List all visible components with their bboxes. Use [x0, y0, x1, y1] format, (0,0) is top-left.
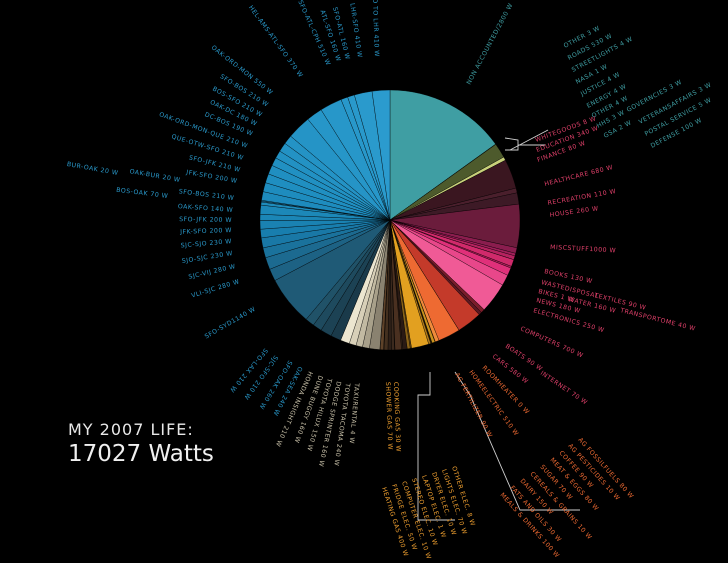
slice-label: NON ACCOUNTED/2800 W	[466, 2, 515, 86]
slice-label: RECREATION 110 W	[547, 188, 617, 207]
slice-label: SJC-SJO 230 W	[180, 238, 232, 249]
slice-label: BOS-OAK 70 W	[116, 187, 169, 200]
chart-title: MY 2007 LIFE:	[68, 420, 194, 439]
slice-label: AG FERTILIZER 90 W	[453, 372, 493, 439]
slice-label: OAK-BUR 20 W	[129, 168, 181, 184]
slice-label: SHOWER GAS 70 W	[384, 382, 393, 450]
slice-label: TRANSPORTOME 40 W	[619, 307, 697, 333]
leader-line	[454, 371, 580, 511]
slice-label: SJC-VIJ 280 W	[188, 263, 237, 281]
slice-label: JFK-SFO 200 W	[179, 227, 232, 236]
chart-total: 17027 Watts	[68, 441, 214, 467]
slice-label: VLI-SJC 280 W	[191, 278, 241, 299]
slice-label: SFO-JFK 200 W	[179, 216, 232, 224]
slice-label: OAK-SFO 140 W	[178, 203, 234, 214]
slice-label: HEALTHCARE 680 W	[544, 164, 614, 188]
chart-title-block: MY 2007 LIFE: 17027 Watts	[68, 420, 214, 467]
slice-label: HEL-AMS-ATL-SFO 370 W	[247, 4, 304, 79]
slice-label: COOKING GAS 30 W	[392, 382, 401, 452]
pie-slices	[259, 89, 521, 351]
slice-label: LHR-SFO 410 W	[348, 3, 363, 59]
slice-label: SFO TO LHR 410 W	[371, 0, 380, 57]
pie-slice	[371, 89, 391, 221]
slice-label: SJO-SJC 230 W	[181, 250, 233, 265]
slice-label: SFO-BOS 210 W	[178, 188, 234, 202]
slice-label: SFO-SYD1140 W	[204, 306, 257, 341]
slice-label: COMPUTERS 700 W	[519, 325, 584, 359]
leader-lines	[417, 129, 580, 521]
slice-label: INTERNET 70 W	[539, 370, 589, 407]
leader-line	[417, 372, 455, 521]
slice-label: MISCSTUFF1000 W	[550, 244, 616, 254]
slice-label: BUR-OAK 20 W	[66, 161, 119, 177]
slice-label: GOVERNCIES 3 W	[626, 79, 684, 114]
slice-label: HOUSE 260 W	[549, 205, 599, 219]
pie-slice	[389, 89, 496, 221]
leader-line	[509, 129, 549, 151]
leader-line	[504, 137, 519, 151]
